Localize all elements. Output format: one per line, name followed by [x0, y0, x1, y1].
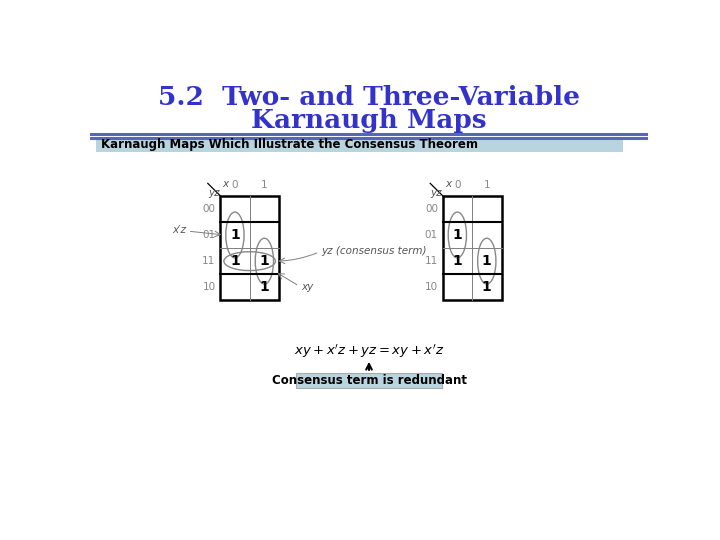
Text: 10: 10 [425, 282, 438, 292]
Text: 1: 1 [484, 179, 490, 190]
Text: 11: 11 [425, 256, 438, 266]
Text: 1: 1 [482, 280, 492, 294]
Text: x′z: x′z [172, 225, 186, 235]
Text: 11: 11 [202, 256, 215, 266]
Text: 10: 10 [202, 282, 215, 292]
Text: 00: 00 [425, 204, 438, 214]
Text: x: x [222, 179, 229, 189]
Text: 0: 0 [232, 179, 238, 190]
Text: yz (consensus term): yz (consensus term) [322, 246, 427, 256]
Bar [220, 195, 279, 300]
Text: 00: 00 [202, 204, 215, 214]
Text: Karnaugh Maps: Karnaugh Maps [251, 108, 487, 133]
Text: x: x [445, 179, 451, 189]
Bar [220, 195, 279, 300]
Text: 0: 0 [454, 179, 461, 190]
Text: 1: 1 [259, 280, 269, 294]
Text: Consensus term is redundant: Consensus term is redundant [271, 374, 467, 387]
Text: 1: 1 [230, 228, 240, 242]
Text: 01: 01 [202, 230, 215, 240]
Text: $xy + x'z + yz = xy + x'z$: $xy + x'z + yz = xy + x'z$ [294, 342, 444, 360]
Text: 01: 01 [425, 230, 438, 240]
Bar [96, 138, 624, 152]
Text: xy: xy [301, 282, 313, 292]
Text: yz: yz [431, 188, 442, 198]
Text: 5.2  Two- and Three-Variable: 5.2 Two- and Three-Variable [158, 85, 580, 110]
Text: yz: yz [208, 188, 220, 198]
Text: 1: 1 [259, 254, 269, 268]
Bar [443, 195, 502, 300]
Text: 1: 1 [482, 254, 492, 268]
Text: 1: 1 [230, 254, 240, 268]
Text: 1: 1 [452, 228, 462, 242]
Text: Karnaugh Maps Which Illustrate the Consensus Theorem: Karnaugh Maps Which Illustrate the Conse… [101, 138, 478, 151]
Text: 1: 1 [452, 254, 462, 268]
Bar [443, 195, 502, 300]
Bar [296, 373, 442, 388]
Text: 1: 1 [261, 179, 268, 190]
